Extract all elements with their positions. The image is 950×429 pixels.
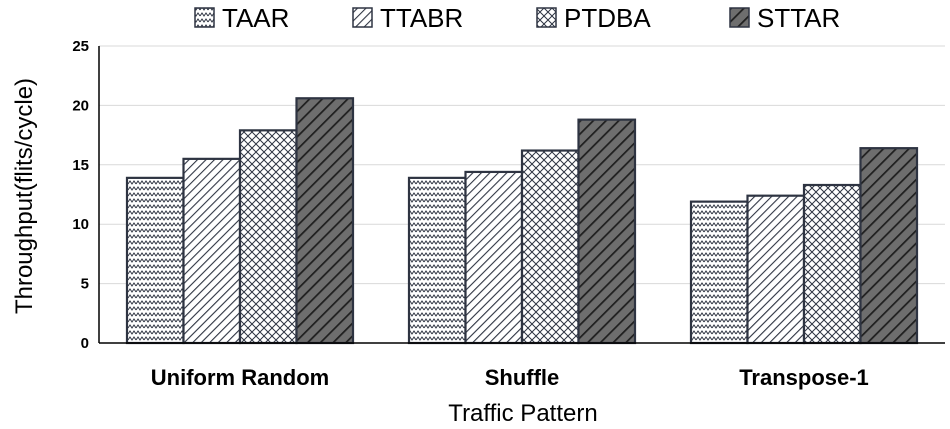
y-axis-ticks: 0 5 10 15 20 25 (72, 38, 89, 352)
bar-shuffle-ttabr (464, 170, 524, 345)
legend-label-ttabr: TTABR (380, 3, 463, 33)
bar-uniform-random-sttar (295, 97, 355, 345)
legend-item-taar: TAAR (194, 3, 289, 33)
bar-uniform-random-taar (125, 176, 185, 345)
y-axis-title: Throughput(flits/cycle) (11, 78, 38, 314)
y-tick-label-20: 20 (72, 97, 89, 114)
bar-uniform-random-ptdba (238, 129, 298, 345)
category-labels: Uniform Random Shuffle Transpose-1 (151, 365, 869, 390)
bar-transpose-1-taar (689, 200, 749, 345)
legend-swatch-ttabr (352, 7, 373, 28)
legend-swatch-sttar (729, 7, 750, 28)
x-category-label-uniform-random: Uniform Random (151, 365, 329, 390)
bar-shuffle-taar (407, 176, 467, 345)
bar-shuffle-sttar (577, 118, 637, 345)
bar-uniform-random-ttabr (182, 157, 242, 345)
bar-shuffle-ptdba (520, 149, 580, 345)
legend-label-ptdba: PTDBA (564, 3, 651, 33)
y-tick-label-0: 0 (81, 335, 89, 352)
bar-transpose-1-sttar (859, 147, 919, 345)
y-tick-label-25: 25 (72, 38, 89, 55)
legend-item-sttar: STTAR (729, 3, 840, 33)
legend-item-ttabr: TTABR (352, 3, 463, 33)
y-tick-label-15: 15 (72, 157, 89, 174)
legend-label-taar: TAAR (222, 3, 289, 33)
y-tick-label-10: 10 (72, 216, 89, 233)
bar-transpose-1-ptdba (802, 183, 862, 345)
x-category-label-transpose-1: Transpose-1 (739, 365, 869, 390)
y-tick-label-5: 5 (81, 276, 89, 293)
bars (125, 97, 919, 345)
legend-swatch-taar (194, 7, 215, 28)
bar-transpose-1-ttabr (746, 194, 806, 345)
legend: TAAR TTABR PTDBA STTAR (194, 3, 840, 33)
legend-swatch-ptdba (536, 7, 557, 28)
legend-item-ptdba: PTDBA (536, 3, 651, 33)
axes (98, 46, 945, 344)
x-category-label-shuffle: Shuffle (485, 365, 560, 390)
x-axis-title: Traffic Pattern (448, 400, 597, 427)
legend-label-sttar: STTAR (757, 3, 840, 33)
